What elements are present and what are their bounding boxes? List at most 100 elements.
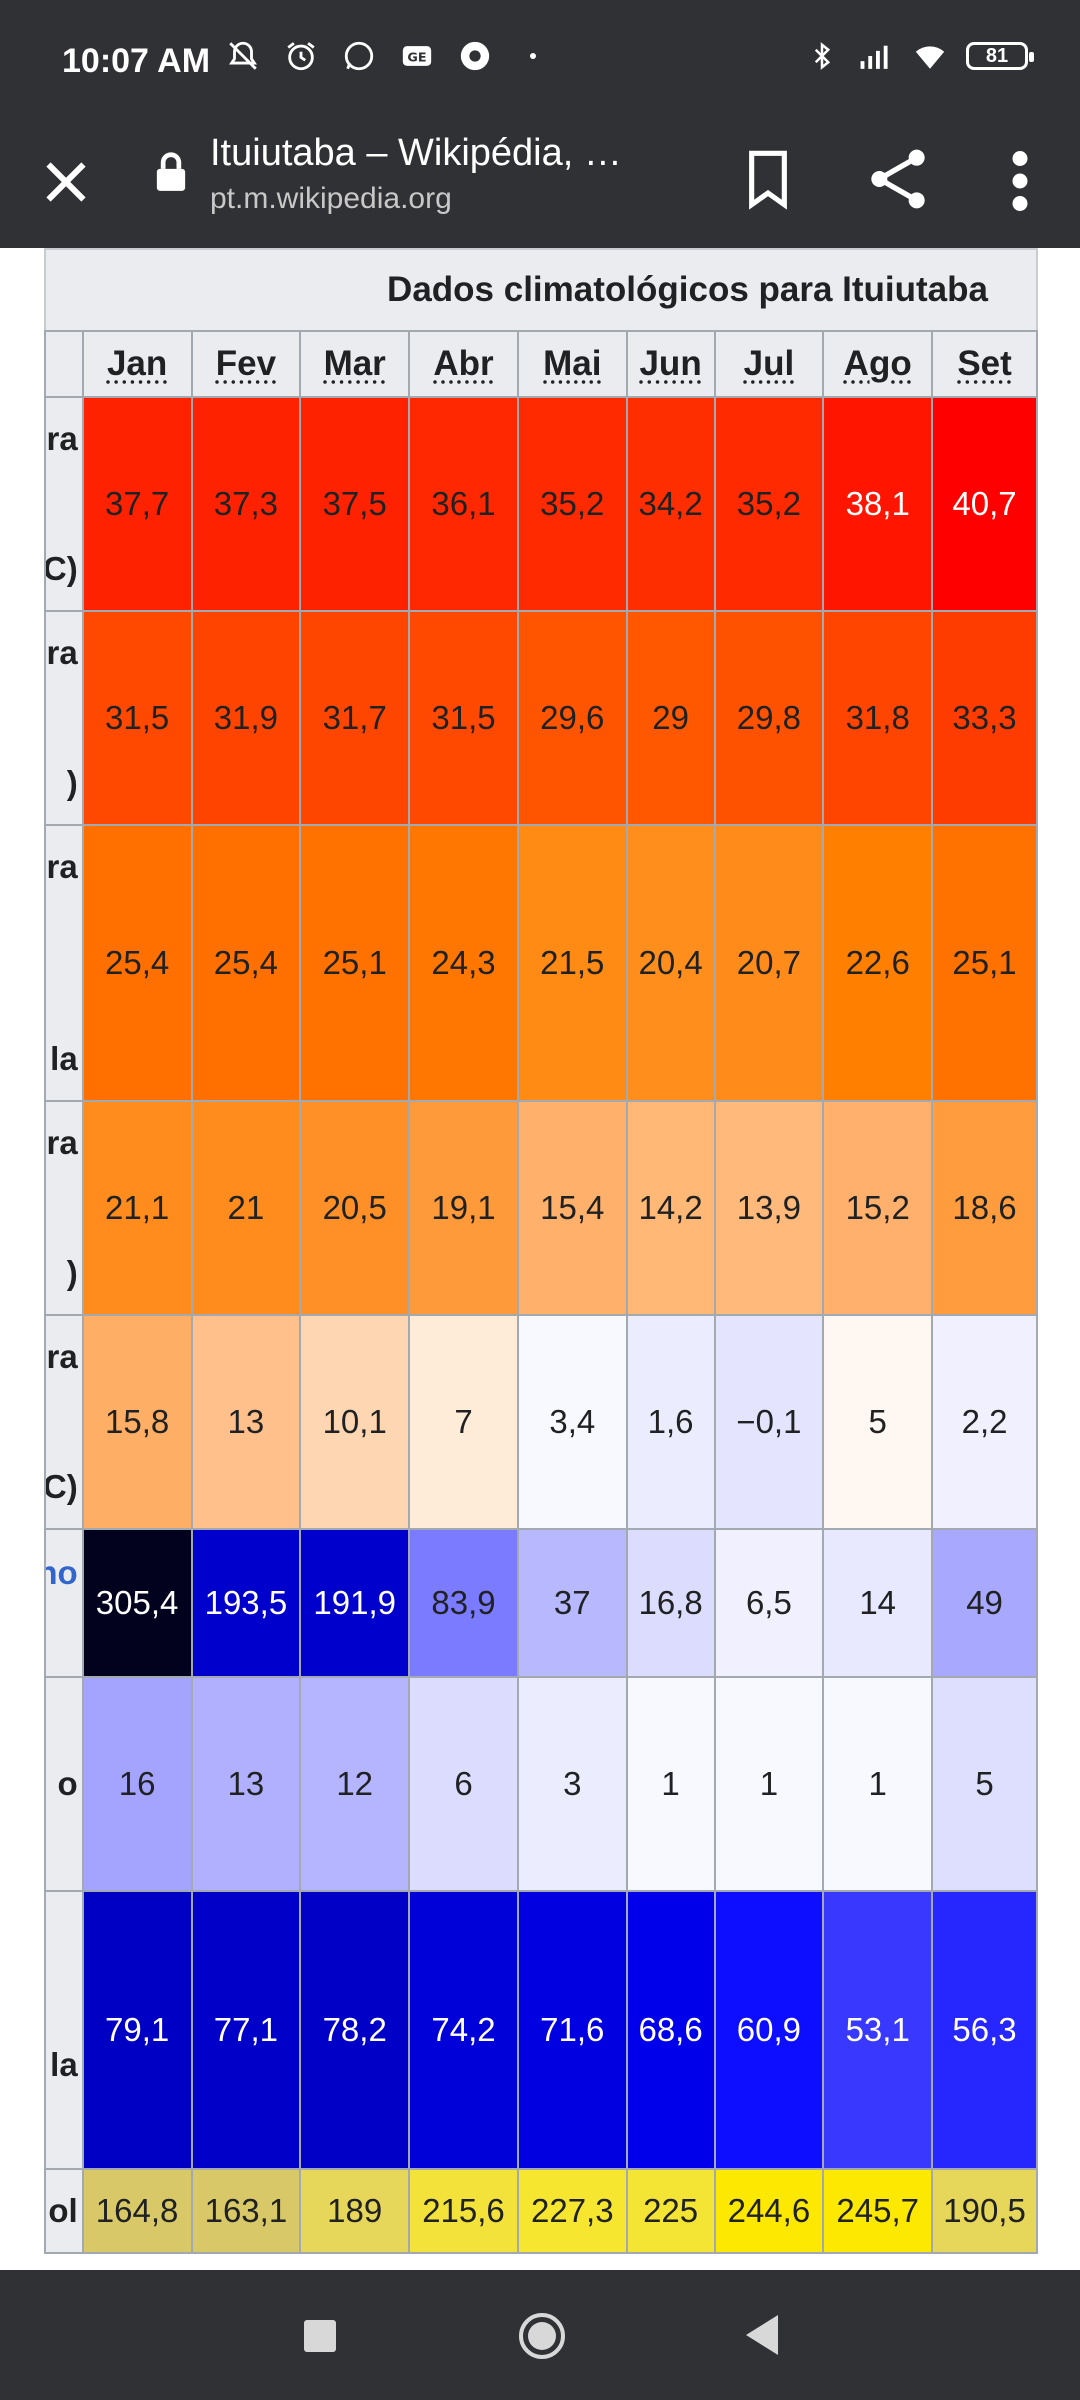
table-caption: Dados climatológicos para Ituiutaba xyxy=(44,248,1038,330)
row-label: ra C) xyxy=(44,396,84,612)
row-label-top: ra xyxy=(46,420,78,457)
recent-apps-button[interactable] xyxy=(304,2320,336,2352)
more-notifications-dot-icon xyxy=(515,38,551,74)
bookmark-button[interactable] xyxy=(740,148,796,210)
month-label[interactable]: Set xyxy=(957,344,1012,383)
data-cell: 12 xyxy=(299,1676,411,1892)
table-row: ra C) 15,8 13 10,1 7 3,4 1,6 −0,1 5 2,2 xyxy=(44,1314,1038,1530)
data-cell: 5 xyxy=(931,1676,1038,1892)
whatsapp-icon xyxy=(341,38,377,74)
data-cell: 53,1 xyxy=(822,1890,934,2170)
month-header-ago[interactable]: Ago xyxy=(822,330,934,398)
row-label: ra C) xyxy=(44,1314,84,1530)
data-cell: −0,1 xyxy=(713,1314,825,1530)
month-label[interactable]: Ago xyxy=(843,344,912,383)
month-label[interactable]: Mar xyxy=(323,344,386,383)
data-cell: 6 xyxy=(408,1676,519,1892)
data-cell: 22,6 xyxy=(822,824,934,1102)
page-content[interactable]: Dados climatológicos para Ituiutaba Jan F… xyxy=(0,248,1080,2270)
month-label[interactable]: Mai xyxy=(543,344,602,383)
data-cell: 31,9 xyxy=(190,610,302,826)
month-header-set[interactable]: Set xyxy=(931,330,1038,398)
close-tab-button[interactable] xyxy=(36,152,96,212)
data-cell: 83,9 xyxy=(408,1528,519,1678)
row-label: ra) xyxy=(44,610,84,826)
row-label-bottom: la xyxy=(50,1040,78,1077)
page-title[interactable]: Ituiutaba – Wikipédia, … xyxy=(210,132,622,174)
data-cell: 29,8 xyxy=(713,610,825,826)
more-options-button[interactable] xyxy=(1000,146,1040,216)
row-label-bottom: C) xyxy=(45,1468,78,1505)
month-label[interactable]: Jan xyxy=(106,344,168,383)
table-row: ra C) 37,7 37,3 37,5 36,1 35,2 34,2 35,2 38,1 40,7 xyxy=(44,396,1038,612)
data-cell: 14,2 xyxy=(625,1100,716,1316)
month-header-mar[interactable]: Mar xyxy=(299,330,411,398)
wifi-icon xyxy=(912,38,948,74)
data-cell: 305,4 xyxy=(81,1528,193,1678)
data-cell: 56,3 xyxy=(931,1890,1038,2170)
data-cell: 1 xyxy=(625,1676,716,1892)
data-cell: 29,6 xyxy=(516,610,628,826)
data-cell: 190,5 xyxy=(931,2168,1038,2254)
month-header-mai[interactable]: Mai xyxy=(516,330,628,398)
month-header-jul[interactable]: Jul xyxy=(713,330,825,398)
data-cell: 164,8 xyxy=(81,2168,193,2254)
home-button[interactable] xyxy=(516,2310,568,2362)
corner-cell xyxy=(44,330,84,398)
data-cell: 10,1 xyxy=(299,1314,411,1530)
back-button[interactable] xyxy=(742,2312,782,2358)
month-label[interactable]: Fev xyxy=(215,344,277,383)
month-header-abr[interactable]: Abr xyxy=(408,330,519,398)
data-cell: 227,3 xyxy=(516,2168,628,2254)
notification-icons: GE xyxy=(225,38,551,74)
month-label[interactable]: Abr xyxy=(433,344,494,383)
month-header-jun[interactable]: Jun xyxy=(625,330,716,398)
status-bar: 10:07 AM GE 81 xyxy=(0,0,1080,124)
month-header-jan[interactable]: Jan xyxy=(81,330,193,398)
data-cell: 36,1 xyxy=(408,396,519,612)
data-cell: 29 xyxy=(625,610,716,826)
data-cell: 193,5 xyxy=(190,1528,302,1678)
row-label-bottom: la xyxy=(50,2046,78,2083)
data-cell: 7 xyxy=(408,1314,519,1530)
data-cell: 31,5 xyxy=(408,610,519,826)
data-cell: 74,2 xyxy=(408,1890,519,2170)
data-cell: 3 xyxy=(516,1676,628,1892)
data-cell: 21,5 xyxy=(516,824,628,1102)
share-button[interactable] xyxy=(866,144,930,214)
lock-icon xyxy=(152,150,190,199)
data-cell: 34,2 xyxy=(625,396,716,612)
data-cell: 35,2 xyxy=(713,396,825,612)
system-icons: 81 xyxy=(804,38,1034,74)
table-row: ol 164,8 163,1 189 215,6 227,3 225 244,6 245,7 19… xyxy=(44,2168,1038,2254)
climate-data-table: Jan Fev Mar Abr Mai Jun Jul Ago Set ra C) 37,7 37,3… xyxy=(44,330,1038,2254)
data-cell: 37,5 xyxy=(299,396,411,612)
data-cell: 37 xyxy=(516,1528,628,1678)
status-time: 10:07 AM xyxy=(62,42,211,80)
month-label[interactable]: Jun xyxy=(639,344,702,383)
row-label-top: ra xyxy=(46,848,78,885)
data-cell: 37,3 xyxy=(190,396,302,612)
chrome-icon xyxy=(457,38,493,74)
signal-icon xyxy=(858,38,894,74)
data-cell: 14 xyxy=(822,1528,934,1678)
month-header-fev[interactable]: Fev xyxy=(190,330,302,398)
data-cell: 18,6 xyxy=(931,1100,1038,1316)
bluetooth-icon xyxy=(804,38,840,74)
data-cell: 13,9 xyxy=(713,1100,825,1316)
data-cell: 25,1 xyxy=(931,824,1038,1102)
row-label: ra la xyxy=(44,824,84,1102)
data-cell: 21 xyxy=(190,1100,302,1316)
url-host[interactable]: pt.m.wikipedia.org xyxy=(210,182,452,215)
row-label: no xyxy=(44,1528,84,1678)
row-label-top: ra xyxy=(46,634,78,671)
data-cell: 215,6 xyxy=(408,2168,519,2254)
row-label: o xyxy=(44,1676,84,1892)
navigation-bar xyxy=(0,2270,1080,2400)
data-cell: 20,4 xyxy=(625,824,716,1102)
month-label[interactable]: Jul xyxy=(743,344,795,383)
data-cell: 31,8 xyxy=(822,610,934,826)
table-row: la 79,1 77,1 78,2 74,2 71,6 68,6 60,9 53,1 56,3 xyxy=(44,1890,1038,2170)
table-row: ra) 21,1 21 20,5 19,1 15,4 14,2 13,9 15,2 18,6 xyxy=(44,1100,1038,1316)
